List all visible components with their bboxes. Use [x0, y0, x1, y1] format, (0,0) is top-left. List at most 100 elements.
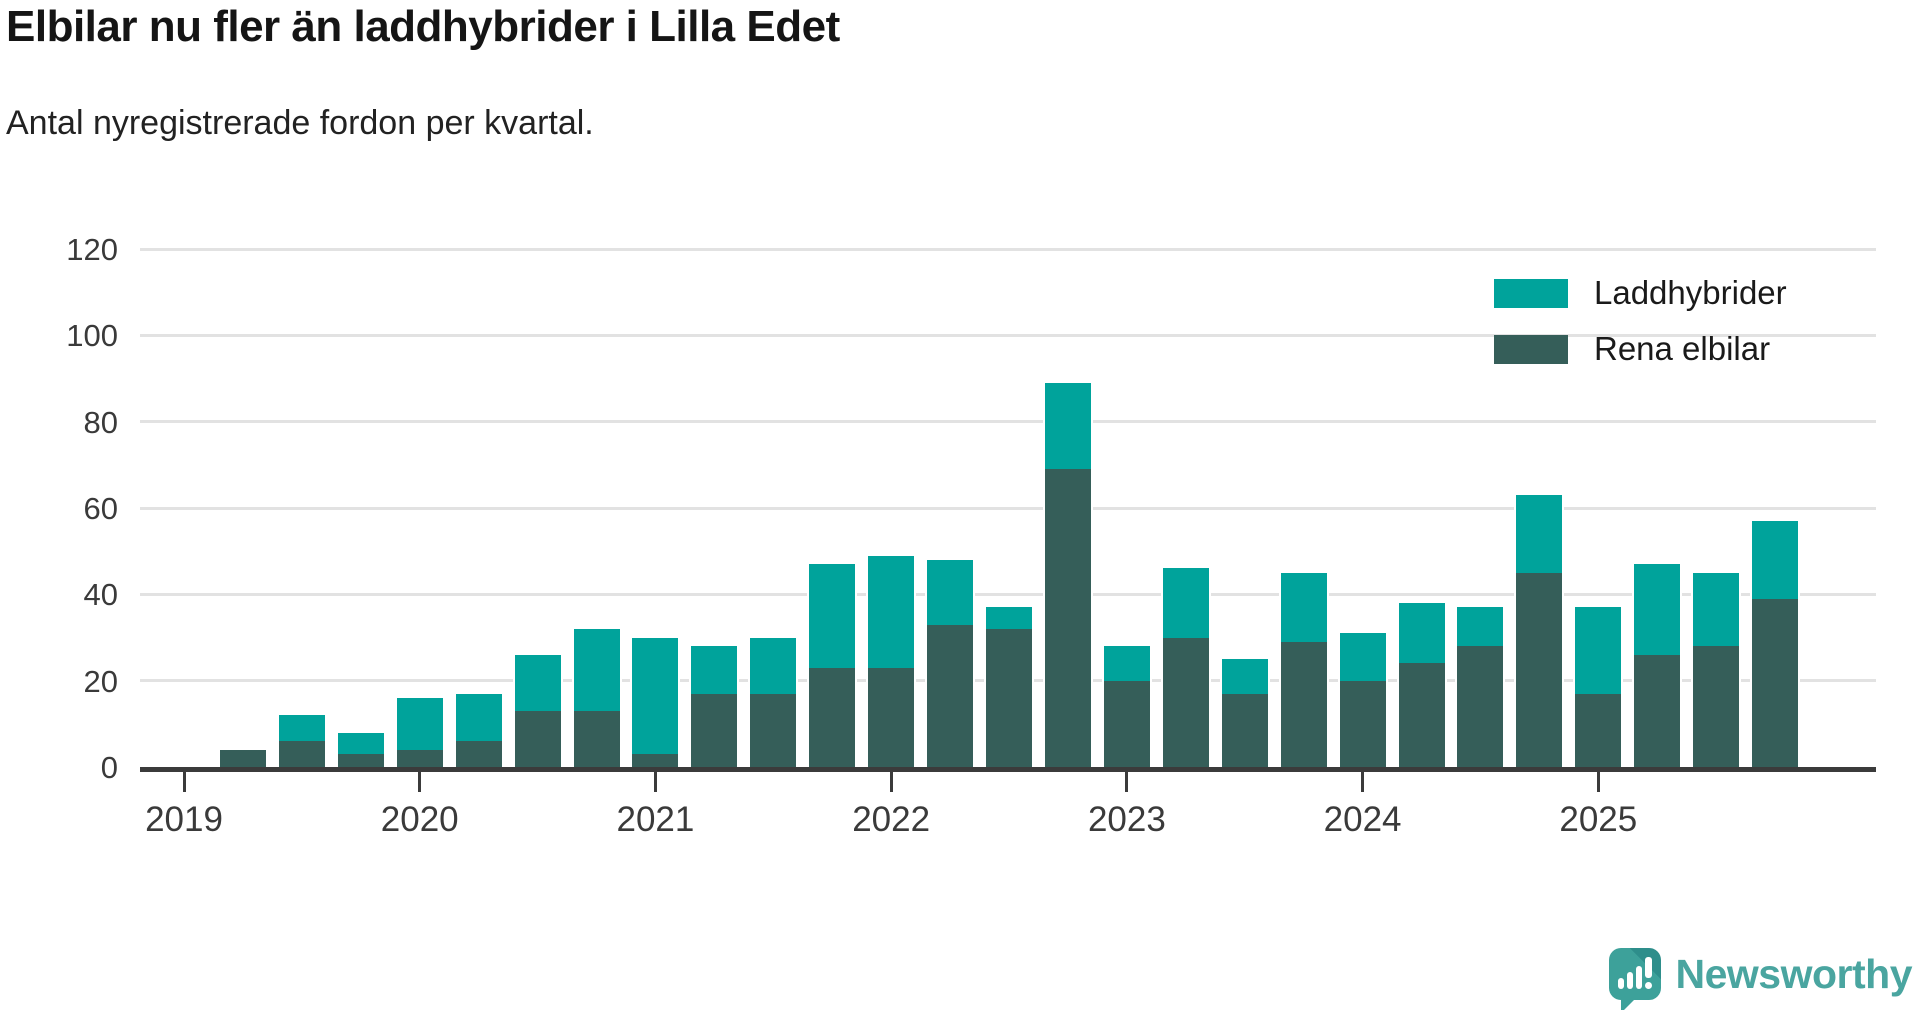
gridline-y-100: [140, 333, 1876, 337]
bar-segment-rena-elbilar: [1457, 646, 1504, 767]
y-axis-label-80: 80: [83, 404, 118, 440]
bar-2022-Q1: [925, 559, 976, 767]
y-axis-label-60: 60: [83, 491, 118, 526]
logo-exclamation-icon: [1644, 957, 1652, 989]
bar-2024-Q3: [1514, 495, 1565, 767]
bar-segment-laddhybrider: [986, 607, 1033, 629]
x-axis-line: [140, 767, 1876, 772]
bar-2020-Q1: [453, 693, 504, 767]
legend-item-rena-elbilar: Rena elbilar: [1494, 330, 1787, 367]
bar-segment-laddhybrider: [1693, 572, 1740, 647]
bar-2025-Q2: [1691, 572, 1742, 767]
bar-2024-Q4: [1573, 607, 1624, 767]
newsworthy-wordmark: Newsworthy: [1675, 950, 1913, 997]
x-axis-label-2019: 2019: [145, 800, 223, 839]
x-axis-label-2020: 2020: [380, 800, 459, 839]
bar-segment-laddhybrider: [868, 555, 915, 668]
bar-2020-Q4: [630, 637, 681, 767]
bar-2023-Q2: [1219, 659, 1270, 767]
legend: Laddhybrider Rena elbilar: [1494, 274, 1787, 390]
bar-segment-rena-elbilar: [1398, 663, 1445, 767]
bar-segment-laddhybrider: [1634, 564, 1681, 655]
x-axis-tick-2021: [653, 772, 657, 792]
bar-segment-laddhybrider: [1162, 568, 1209, 638]
bar-segment-rena-elbilar: [337, 754, 384, 767]
bar-segment-laddhybrider: [455, 693, 502, 742]
bar-segment-rena-elbilar: [514, 710, 561, 767]
bar-segment-rena-elbilar: [1516, 572, 1563, 767]
bar-segment-laddhybrider: [750, 637, 797, 694]
bar-2022-Q2: [984, 607, 1035, 767]
bar-segment-laddhybrider: [396, 697, 443, 750]
x-axis-tick-2019: [182, 772, 186, 792]
x-axis-tick-2025: [1596, 772, 1600, 792]
gridline-y-60: [140, 506, 1876, 510]
x-axis-label-2022: 2022: [852, 800, 931, 839]
bar-segment-laddhybrider: [278, 715, 325, 742]
x-axis-tick-2020: [418, 772, 422, 792]
y-axis-label-0: 0: [100, 750, 118, 785]
bar-2021-Q1: [689, 646, 740, 767]
bar-segment-laddhybrider: [632, 637, 679, 755]
bar-segment-laddhybrider: [1516, 495, 1563, 573]
bar-segment-laddhybrider: [1339, 633, 1386, 681]
bar-segment-rena-elbilar: [278, 741, 325, 767]
bar-segment-rena-elbilar: [1339, 680, 1386, 767]
bar-2022-Q3: [1042, 382, 1093, 767]
bar-segment-rena-elbilar: [1575, 693, 1622, 767]
y-axis-label-20: 20: [83, 663, 118, 699]
bar-2019-Q1: [217, 749, 268, 767]
x-axis-tick-2022: [889, 772, 893, 792]
bar-segment-rena-elbilar: [219, 749, 266, 767]
bar-segment-laddhybrider: [514, 654, 561, 711]
x-axis-label-2025: 2025: [1559, 800, 1638, 839]
bar-segment-rena-elbilar: [809, 667, 856, 767]
bar-2019-Q2: [276, 715, 327, 767]
gridline-y-40: [140, 592, 1876, 596]
bar-segment-laddhybrider: [337, 732, 384, 755]
bar-segment-rena-elbilar: [396, 749, 443, 767]
bar-2019-Q3: [335, 732, 386, 767]
bar-2022-Q4: [1101, 646, 1152, 767]
bar-segment-rena-elbilar: [455, 741, 502, 767]
bar-2021-Q3: [807, 564, 858, 767]
bar-segment-rena-elbilar: [927, 624, 974, 767]
bar-2023-Q1: [1160, 568, 1211, 767]
bar-segment-laddhybrider: [1752, 521, 1799, 599]
bar-segment-laddhybrider: [1398, 603, 1445, 664]
bar-segment-laddhybrider: [1044, 382, 1091, 470]
bar-2025-Q1: [1632, 564, 1683, 767]
bar-segment-laddhybrider: [1575, 607, 1622, 694]
bar-segment-rena-elbilar: [1044, 469, 1091, 767]
x-axis-label-2023: 2023: [1087, 800, 1166, 839]
y-axis-label-40: 40: [83, 577, 118, 613]
x-axis-tick-2024: [1361, 772, 1365, 792]
y-axis-label-100: 100: [66, 318, 118, 354]
logo-bar-chart-icon: [1617, 966, 1642, 989]
bar-segment-rena-elbilar: [691, 693, 738, 767]
bar-segment-rena-elbilar: [1693, 646, 1740, 767]
chart-subtitle: Antal nyregistrerade fordon per kvartal.: [6, 104, 594, 142]
legend-label: Rena elbilar: [1594, 330, 1771, 367]
bar-2025-Q3: [1750, 521, 1801, 767]
bar-2023-Q4: [1337, 633, 1388, 767]
bar-2021-Q4: [866, 555, 917, 767]
bar-segment-rena-elbilar: [1103, 680, 1150, 767]
bar-segment-rena-elbilar: [1752, 598, 1799, 767]
bar-segment-rena-elbilar: [868, 667, 915, 767]
bar-segment-rena-elbilar: [1280, 641, 1327, 767]
bar-segment-rena-elbilar: [986, 628, 1033, 767]
x-axis-label-2024: 2024: [1323, 800, 1402, 839]
bar-segment-laddhybrider: [1280, 572, 1327, 642]
speech-bubble-tail: [1620, 998, 1636, 1010]
newsworthy-logo: Newsworthy: [1608, 948, 1913, 1010]
bar-2024-Q1: [1396, 603, 1447, 767]
bar-segment-rena-elbilar: [1221, 693, 1268, 767]
newsworthy-speech-bubble-icon: [1608, 948, 1661, 1010]
bar-segment-laddhybrider: [1457, 607, 1504, 647]
bar-segment-rena-elbilar: [1634, 654, 1681, 767]
legend-item-laddhybrider: Laddhybrider: [1494, 274, 1787, 311]
legend-swatch-rena-elbilar: [1494, 334, 1568, 364]
